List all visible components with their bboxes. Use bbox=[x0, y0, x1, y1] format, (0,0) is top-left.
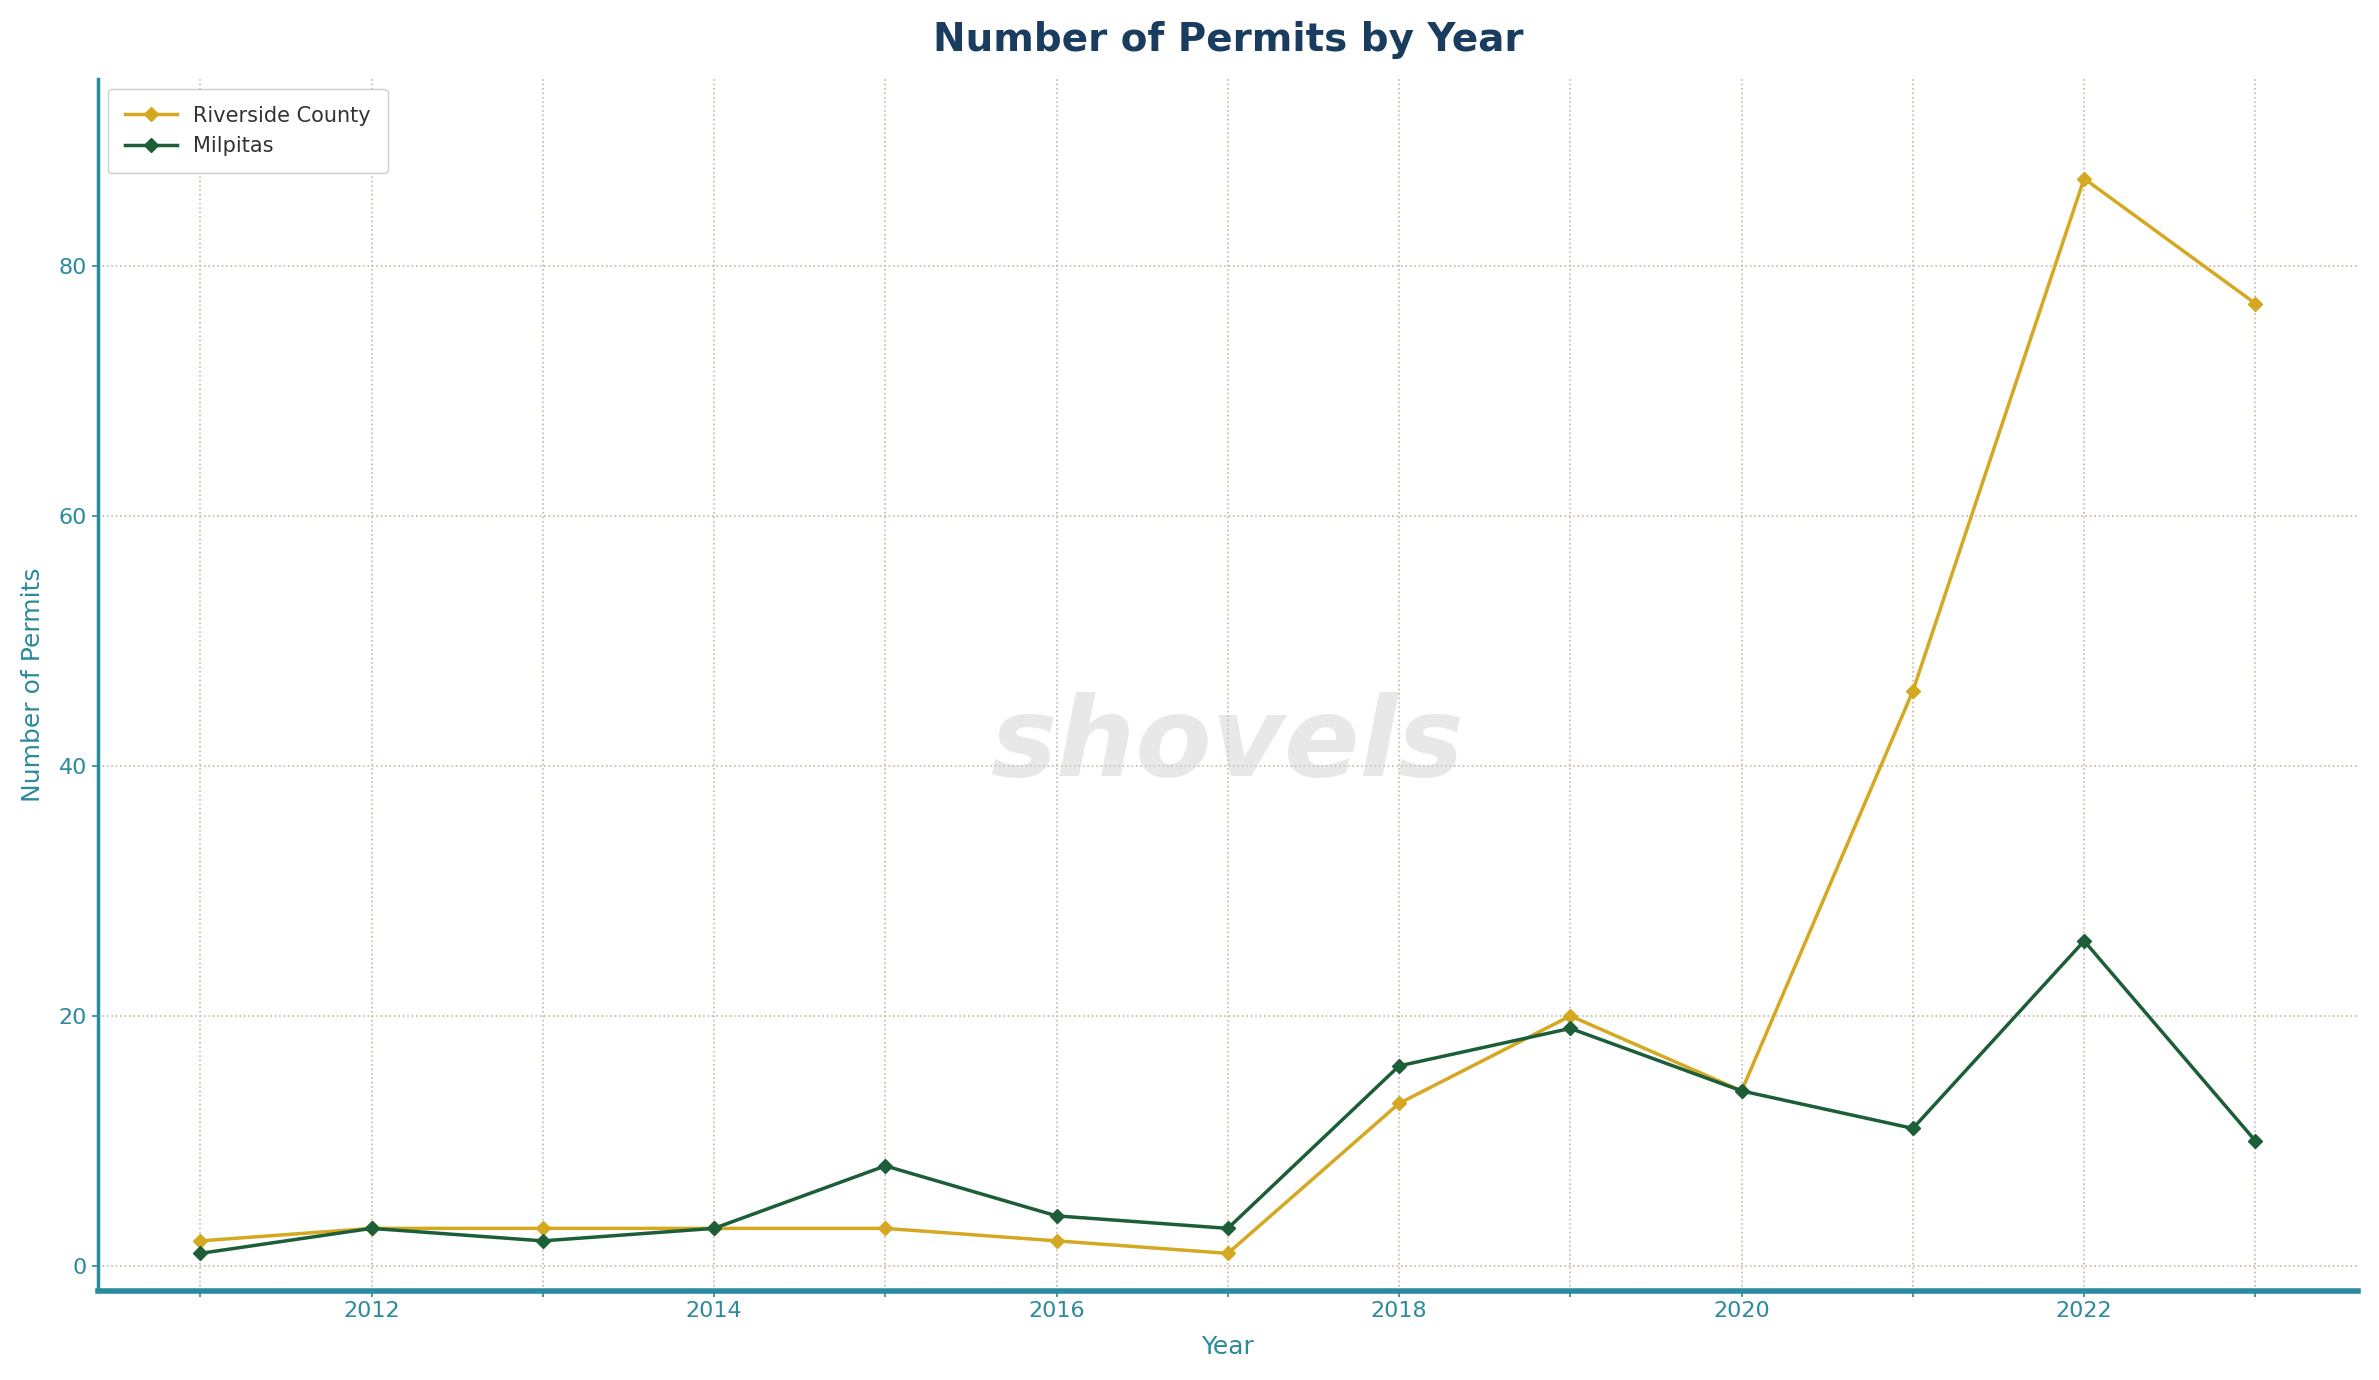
Milpitas bbox=[1042, 1208, 1071, 1224]
Milpitas bbox=[1898, 1121, 1927, 1137]
Riverside County bbox=[2070, 170, 2098, 186]
Text: shovels: shovels bbox=[992, 691, 1465, 799]
Riverside County bbox=[1727, 1083, 1756, 1100]
Riverside County bbox=[528, 1220, 557, 1236]
Legend: Riverside County, Milpitas: Riverside County, Milpitas bbox=[107, 90, 388, 172]
Milpitas bbox=[186, 1245, 214, 1261]
Milpitas bbox=[357, 1220, 385, 1236]
Title: Number of Permits by Year: Number of Permits by Year bbox=[933, 21, 1523, 59]
Y-axis label: Number of Permits: Number of Permits bbox=[21, 567, 45, 802]
Line: Riverside County: Riverside County bbox=[195, 174, 2260, 1259]
Milpitas bbox=[1727, 1083, 1756, 1100]
Riverside County bbox=[1898, 683, 1927, 700]
Riverside County bbox=[357, 1220, 385, 1236]
Riverside County bbox=[1385, 1096, 1413, 1112]
Milpitas bbox=[2070, 933, 2098, 949]
Milpitas bbox=[528, 1232, 557, 1249]
Milpitas bbox=[1385, 1057, 1413, 1074]
Riverside County bbox=[1042, 1232, 1071, 1249]
Milpitas bbox=[1213, 1220, 1242, 1236]
Line: Milpitas: Milpitas bbox=[195, 936, 2260, 1259]
Riverside County bbox=[1213, 1245, 1242, 1261]
Riverside County bbox=[186, 1232, 214, 1249]
Riverside County bbox=[2241, 295, 2270, 312]
Riverside County bbox=[871, 1220, 899, 1236]
Milpitas bbox=[2241, 1133, 2270, 1150]
Riverside County bbox=[1556, 1007, 1584, 1024]
Riverside County bbox=[699, 1220, 728, 1236]
Milpitas bbox=[699, 1220, 728, 1236]
Milpitas bbox=[1556, 1020, 1584, 1036]
Milpitas bbox=[871, 1158, 899, 1174]
X-axis label: Year: Year bbox=[1201, 1336, 1254, 1359]
